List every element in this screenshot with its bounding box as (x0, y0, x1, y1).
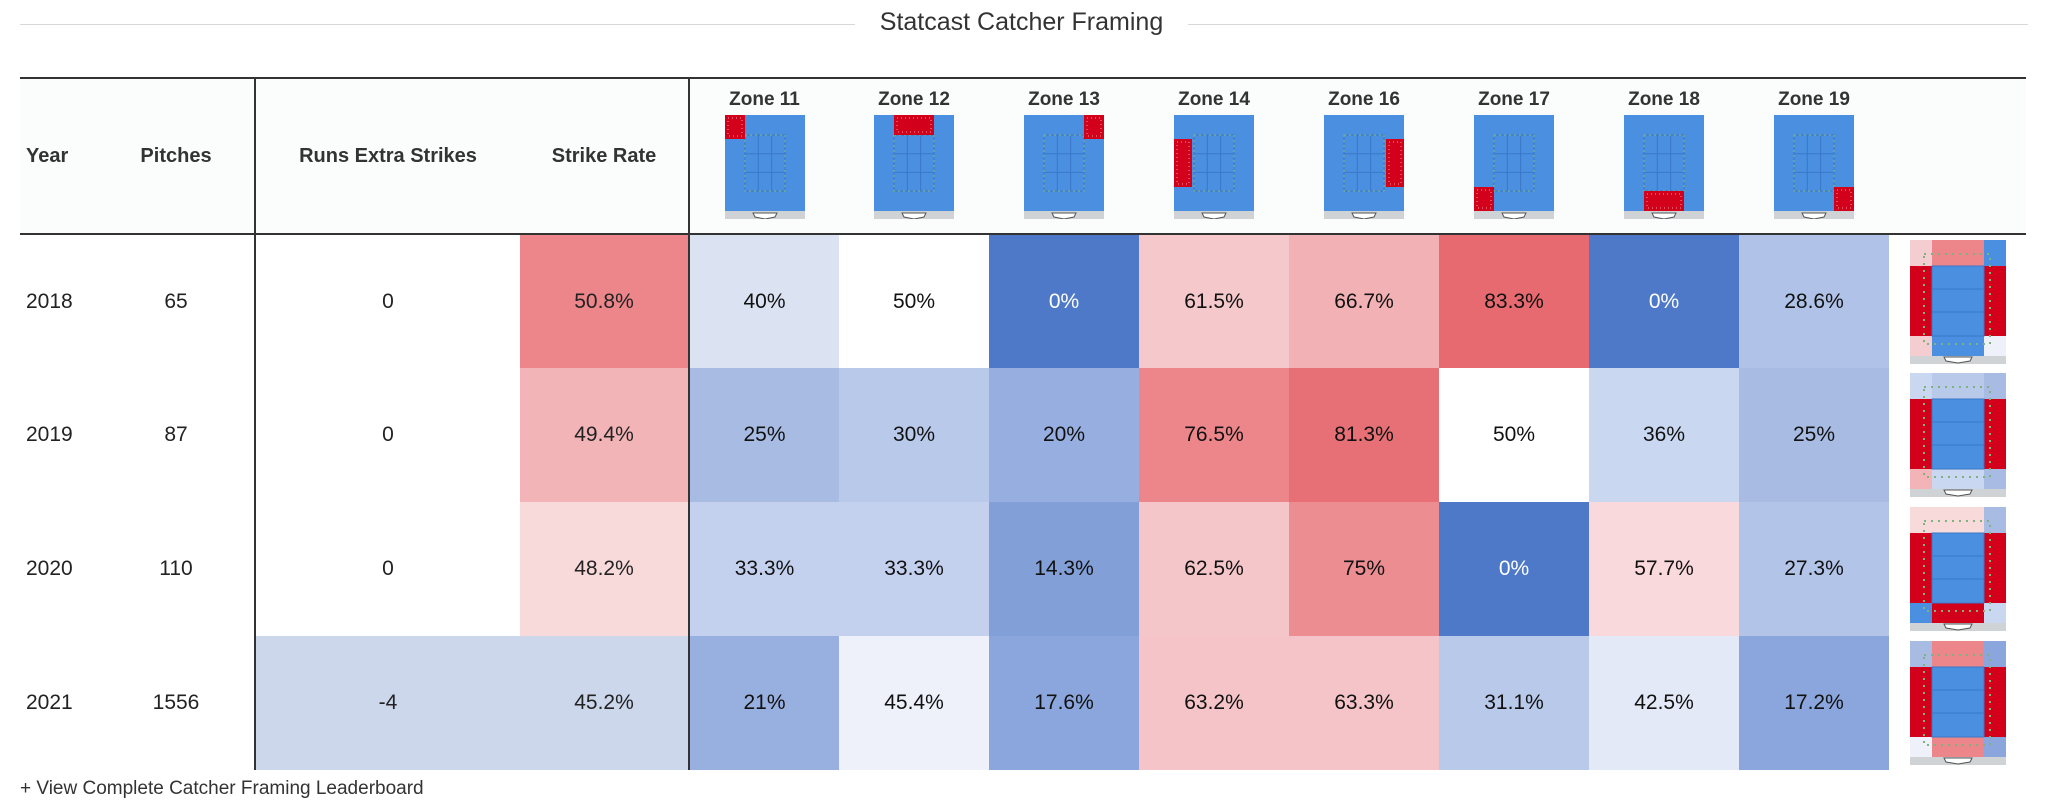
cell-strike-rate: 45.2% (520, 636, 690, 770)
cell-zone-11: 21% (689, 636, 839, 770)
zone-label: Zone 18 (1628, 89, 1700, 110)
cell-zone-16: 75% (1289, 502, 1439, 636)
cell-zone-18: 42.5% (1589, 636, 1739, 770)
cell-zone-18: 0% (1589, 234, 1739, 368)
cell-zone-11: 25% (689, 368, 839, 502)
cell-zone-18: 36% (1589, 368, 1739, 502)
zone-heatmap-thumbnail-icon[interactable] (1909, 507, 2006, 631)
title-divider-left (20, 24, 855, 25)
section-title: Statcast Catcher Framing (879, 8, 1164, 36)
zone-label: Zone 14 (1178, 89, 1250, 110)
framing-table: Year Pitches Runs Extra Strikes Strike R… (20, 77, 2026, 770)
col-header-zone-17[interactable]: Zone 17 (1439, 77, 1589, 235)
cell-zone-11: 33.3% (689, 502, 839, 636)
cell-zone-12: 50% (839, 234, 989, 368)
cell-zone-19: 25% (1739, 368, 1889, 502)
cell-zone-14: 76.5% (1139, 368, 1289, 502)
cell-zone-13: 17.6% (989, 636, 1139, 770)
cell-heatmap[interactable] (1889, 636, 2026, 770)
header-row: Year Pitches Runs Extra Strikes Strike R… (20, 77, 2026, 235)
cell-zone-19: 27.3% (1739, 502, 1889, 636)
zone-17-diagram-icon (1474, 115, 1554, 219)
cell-zone-16: 66.7% (1289, 234, 1439, 368)
table-row: 2021 1556 -4 45.2% 21% 45.4% 17.6% 63.2%… (20, 636, 2026, 770)
cell-zone-17: 0% (1439, 502, 1589, 636)
col-header-zone-13[interactable]: Zone 13 (989, 77, 1139, 235)
cell-zone-17: 50% (1439, 368, 1589, 502)
cell-year: 2021 (26, 691, 73, 714)
cell-zone-14: 61.5% (1139, 234, 1289, 368)
cell-runs-extra-strikes: 0 (255, 368, 520, 502)
section-title-row: Statcast Catcher Framing (20, 0, 2028, 52)
zone-label: Zone 19 (1778, 89, 1850, 110)
col-header-heatmap (1889, 77, 2026, 235)
table-row: 2018 65 0 50.8% 40% 50% 0% 61.5% 66.7% 8… (20, 234, 2026, 368)
col-header-pitches[interactable]: Pitches (98, 77, 256, 235)
zone-14-diagram-icon (1174, 115, 1254, 219)
cell-zone-11: 40% (689, 234, 839, 368)
zone-heatmap-thumbnail-icon[interactable] (1909, 373, 2006, 497)
zone-12-diagram-icon (874, 115, 954, 219)
cell-strike-rate: 48.2% (520, 502, 690, 636)
col-header-runs-extra-strikes[interactable]: Runs Extra Strikes (255, 77, 520, 235)
leaderboard-link[interactable]: + View Complete Catcher Framing Leaderbo… (20, 778, 424, 799)
cell-zone-12: 33.3% (839, 502, 989, 636)
cell-zone-14: 62.5% (1139, 502, 1289, 636)
col-header-zone-18[interactable]: Zone 18 (1589, 77, 1739, 235)
zone-heatmap-thumbnail-icon[interactable] (1909, 641, 2006, 765)
cell-strike-rate: 49.4% (520, 368, 690, 502)
cell-zone-17: 83.3% (1439, 234, 1589, 368)
col-header-year[interactable]: Year (20, 77, 98, 235)
zone-label: Zone 16 (1328, 89, 1400, 110)
cell-zone-13: 14.3% (989, 502, 1139, 636)
cell-runs-extra-strikes: 0 (255, 234, 520, 368)
cell-pitches: 65 (98, 234, 256, 368)
cell-zone-13: 20% (989, 368, 1139, 502)
cell-zone-16: 63.3% (1289, 636, 1439, 770)
zone-16-diagram-icon (1324, 115, 1404, 219)
cell-runs-extra-strikes: -4 (255, 636, 520, 770)
cell-zone-19: 28.6% (1739, 234, 1889, 368)
table-row: 2019 87 0 49.4% 25% 30% 20% 76.5% 81.3% … (20, 368, 2026, 502)
cell-pitches: 110 (98, 502, 256, 636)
cell-zone-12: 45.4% (839, 636, 989, 770)
zone-13-diagram-icon (1024, 115, 1104, 219)
cell-year: 2020 (26, 557, 73, 580)
cell-zone-13: 0% (989, 234, 1139, 368)
cell-zone-16: 81.3% (1289, 368, 1439, 502)
cell-pitches: 87 (98, 368, 256, 502)
cell-heatmap[interactable] (1889, 234, 2026, 368)
col-header-zone-11[interactable]: Zone 11 (689, 77, 839, 235)
zone-11-diagram-icon (724, 115, 805, 219)
cell-runs-extra-strikes: 0 (255, 502, 520, 636)
table-row: 2020 110 0 48.2% 33.3% 33.3% 14.3% 62.5%… (20, 502, 2026, 636)
col-header-zone-14[interactable]: Zone 14 (1139, 77, 1289, 235)
cell-heatmap[interactable] (1889, 368, 2026, 502)
cell-zone-12: 30% (839, 368, 989, 502)
col-header-strike-rate[interactable]: Strike Rate (520, 77, 690, 235)
zone-label: Zone 17 (1478, 89, 1550, 110)
col-header-zone-16[interactable]: Zone 16 (1289, 77, 1439, 235)
cell-pitches: 1556 (98, 636, 256, 770)
cell-zone-18: 57.7% (1589, 502, 1739, 636)
title-divider-right (1188, 24, 2028, 25)
cell-heatmap[interactable] (1889, 502, 2026, 636)
zone-19-diagram-icon (1774, 115, 1854, 219)
col-header-zone-12[interactable]: Zone 12 (839, 77, 989, 235)
zone-label: Zone 11 (729, 89, 800, 110)
cell-year: 2019 (26, 423, 73, 446)
cell-zone-19: 17.2% (1739, 636, 1889, 770)
zone-label: Zone 12 (878, 89, 950, 110)
zone-heatmap-thumbnail-icon[interactable] (1909, 239, 2006, 364)
cell-year: 2018 (26, 289, 73, 313)
cell-strike-rate: 50.8% (520, 234, 690, 368)
table-body: 2018 65 0 50.8% 40% 50% 0% 61.5% 66.7% 8… (20, 234, 2026, 770)
zone-label: Zone 13 (1028, 89, 1100, 110)
col-header-zone-19[interactable]: Zone 19 (1739, 77, 1889, 235)
zone-18-diagram-icon (1624, 115, 1704, 219)
cell-zone-14: 63.2% (1139, 636, 1289, 770)
cell-zone-17: 31.1% (1439, 636, 1589, 770)
